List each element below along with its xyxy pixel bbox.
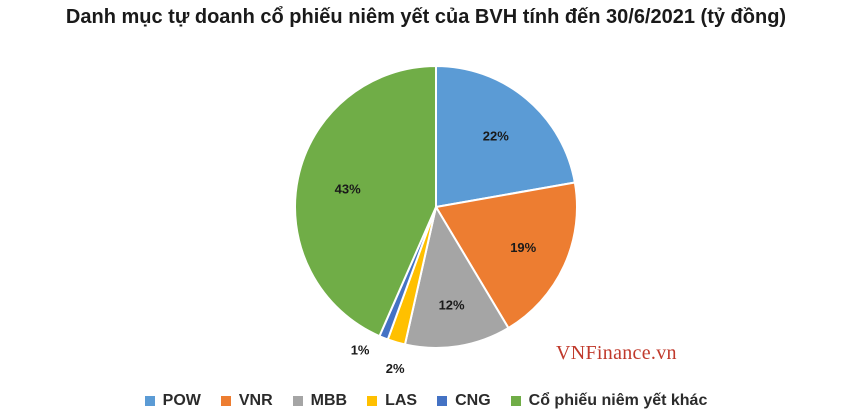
legend-item-cổ-phiếu-niêm-yết-khác: Cổ phiếu niêm yết khác xyxy=(510,392,708,410)
data-label-pow: 22% xyxy=(483,129,509,144)
legend-item-vnr: VNR xyxy=(220,392,273,410)
chart-legend: POW VNR MBB LAS CNG Cổ phiếu niêm yết khác xyxy=(0,392,852,410)
legend-item-las: LAS xyxy=(367,392,417,410)
legend-label: LAS xyxy=(385,392,418,409)
legend-item-pow: POW xyxy=(144,392,201,410)
data-label-las: 2% xyxy=(386,361,405,376)
legend-swatch xyxy=(144,396,155,406)
data-label-vnr: 19% xyxy=(510,240,536,255)
legend-item-cng: CNG xyxy=(437,392,491,410)
chart-title: Danh mục tự doanh cổ phiếu niêm yết của … xyxy=(65,6,787,28)
legend-swatch xyxy=(510,396,521,406)
pie-data-labels: 22% 19% 12% 2% 1% 43% xyxy=(335,129,537,376)
data-label-cng: 1% xyxy=(351,343,370,358)
legend-swatch xyxy=(437,396,448,406)
data-label-cổ-phiếu-niêm-yết-khác: 43% xyxy=(335,182,361,197)
legend-label: MBB xyxy=(310,392,348,409)
pie-slice-vnr xyxy=(434,181,578,330)
legend-label: CNG xyxy=(455,392,491,409)
pie-slice-mbb xyxy=(403,204,510,349)
legend-label: Cổ phiếu niêm yết khác xyxy=(528,392,708,409)
legend-item-mbb: MBB xyxy=(292,392,348,410)
legend-swatch xyxy=(292,396,303,406)
pie-slice-cổ-phiếu-niêm-yết-khác xyxy=(294,64,437,338)
legend-swatch xyxy=(367,396,378,406)
legend-label: VNR xyxy=(238,392,273,409)
legend-swatch xyxy=(220,396,231,406)
pie-slice-pow xyxy=(435,64,577,209)
pie-slices xyxy=(294,64,578,349)
watermark-text: VNFinance.vn xyxy=(556,342,677,364)
data-label-mbb: 12% xyxy=(439,297,465,312)
pie-chart: 22% 19% 12% 2% 1% 43% xyxy=(294,64,578,376)
legend-label: POW xyxy=(162,392,201,409)
